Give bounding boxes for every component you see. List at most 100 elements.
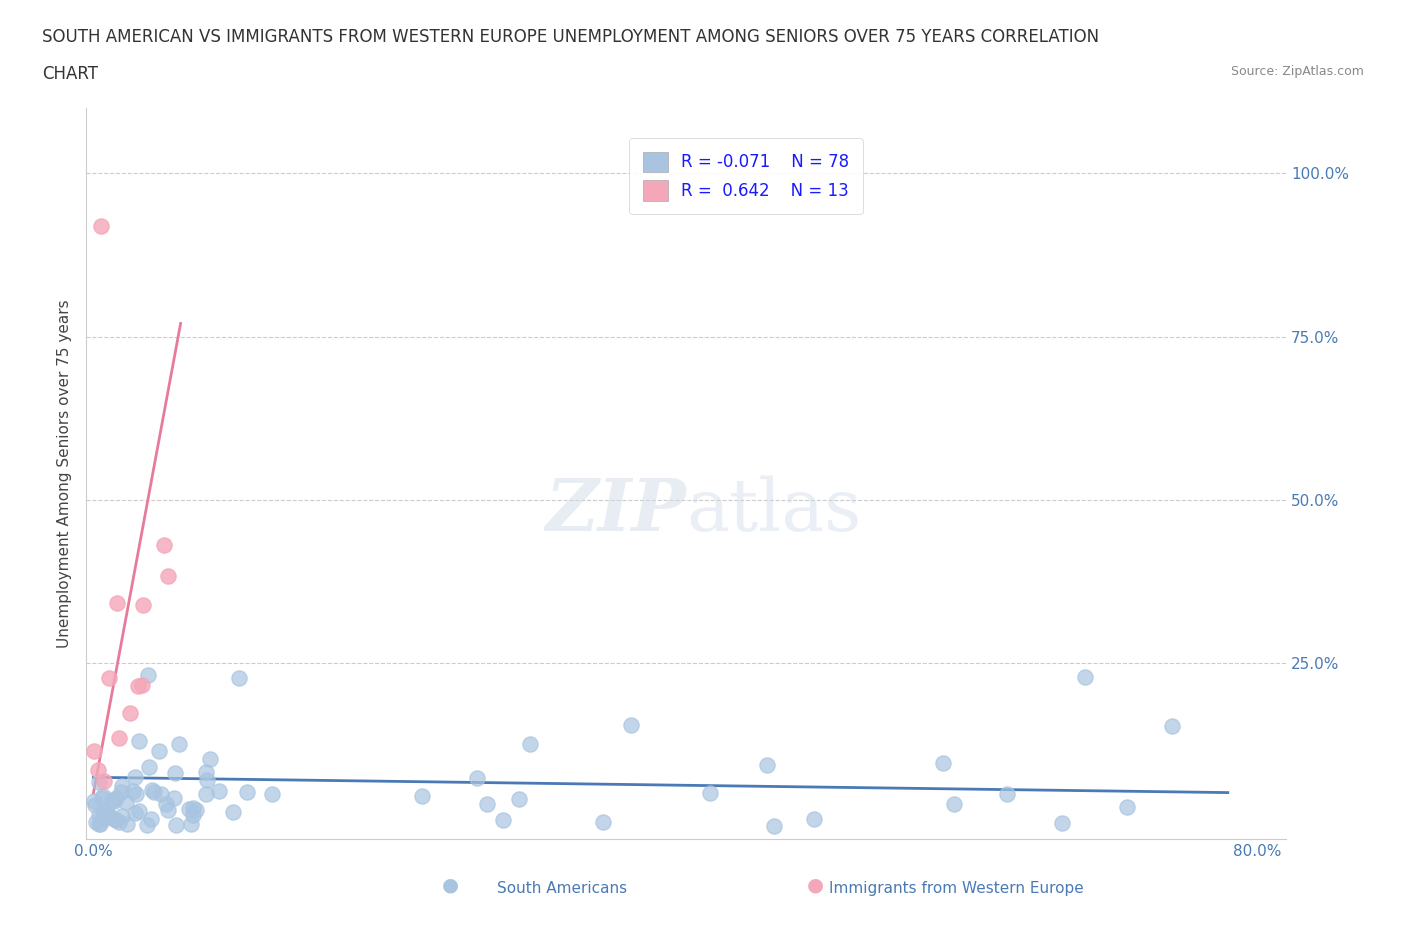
Point bbox=[195, 764, 218, 779]
Point bbox=[699, 786, 721, 801]
Point bbox=[96, 809, 118, 824]
Text: CHART: CHART bbox=[42, 65, 98, 83]
Point bbox=[87, 808, 110, 823]
Point bbox=[83, 744, 105, 759]
Point bbox=[103, 794, 125, 809]
Point bbox=[228, 671, 250, 685]
Point bbox=[181, 801, 204, 816]
Point bbox=[592, 815, 614, 830]
Point bbox=[221, 804, 243, 819]
Point bbox=[465, 770, 488, 785]
Point bbox=[492, 813, 515, 828]
Point bbox=[122, 783, 145, 798]
Text: ●: ● bbox=[441, 876, 458, 895]
Point bbox=[87, 775, 110, 790]
Y-axis label: Unemployment Among Seniors over 75 years: Unemployment Among Seniors over 75 years bbox=[58, 299, 72, 648]
Point bbox=[96, 804, 118, 819]
Point bbox=[89, 817, 111, 831]
Point bbox=[131, 677, 153, 692]
Point bbox=[93, 774, 115, 789]
Point bbox=[260, 786, 283, 801]
Point bbox=[127, 679, 149, 694]
Point bbox=[1116, 800, 1139, 815]
Point bbox=[108, 731, 131, 746]
Point bbox=[110, 785, 132, 800]
Point bbox=[128, 734, 150, 749]
Point bbox=[115, 794, 138, 809]
Text: SOUTH AMERICAN VS IMMIGRANTS FROM WESTERN EUROPE UNEMPLOYMENT AMONG SENIORS OVER: SOUTH AMERICAN VS IMMIGRANTS FROM WESTER… bbox=[42, 28, 1099, 46]
Point bbox=[755, 757, 778, 772]
Point bbox=[180, 817, 202, 831]
Point bbox=[207, 783, 229, 798]
Point bbox=[124, 805, 146, 820]
Point bbox=[139, 811, 162, 826]
Point bbox=[138, 668, 160, 683]
Point bbox=[111, 778, 134, 793]
Point bbox=[195, 773, 218, 788]
Point bbox=[93, 811, 115, 826]
Point bbox=[156, 803, 179, 817]
Point bbox=[93, 804, 115, 819]
Point bbox=[195, 787, 218, 802]
Point bbox=[103, 792, 125, 807]
Point bbox=[90, 219, 112, 233]
Text: ZIP: ZIP bbox=[546, 474, 686, 546]
Point bbox=[155, 796, 177, 811]
Point bbox=[519, 737, 541, 751]
Point bbox=[149, 787, 172, 802]
Point bbox=[508, 791, 530, 806]
Point bbox=[942, 797, 965, 812]
Point bbox=[153, 538, 176, 552]
Point bbox=[125, 787, 148, 802]
Point bbox=[620, 717, 643, 732]
Point bbox=[132, 597, 155, 612]
Point bbox=[107, 815, 129, 830]
Point bbox=[103, 812, 125, 827]
Point bbox=[167, 737, 190, 751]
Point bbox=[141, 782, 163, 797]
Point bbox=[763, 818, 786, 833]
Point bbox=[236, 785, 259, 800]
Point bbox=[1050, 815, 1073, 830]
Text: South Americans: South Americans bbox=[498, 881, 627, 896]
Point bbox=[124, 769, 146, 784]
Point bbox=[128, 804, 150, 818]
Point bbox=[184, 803, 207, 817]
Point bbox=[177, 802, 200, 817]
Point bbox=[117, 817, 139, 831]
Point bbox=[198, 751, 221, 766]
Point bbox=[183, 807, 205, 822]
Point bbox=[1074, 670, 1097, 684]
Text: atlas: atlas bbox=[686, 475, 862, 546]
Point bbox=[475, 796, 498, 811]
Point bbox=[148, 743, 170, 758]
Point bbox=[98, 671, 121, 686]
Point bbox=[135, 817, 157, 832]
Point bbox=[104, 790, 127, 805]
Point bbox=[97, 807, 120, 822]
Point bbox=[411, 789, 433, 804]
Point bbox=[165, 765, 187, 780]
Point bbox=[156, 568, 179, 583]
Point bbox=[163, 790, 186, 805]
Point bbox=[91, 790, 114, 805]
Point bbox=[84, 815, 107, 830]
Point bbox=[995, 786, 1018, 801]
Point bbox=[87, 817, 110, 831]
Text: ●: ● bbox=[807, 876, 824, 895]
Point bbox=[110, 809, 132, 824]
Point bbox=[83, 793, 105, 808]
Point bbox=[105, 595, 128, 610]
Point bbox=[87, 763, 110, 777]
Point bbox=[120, 706, 142, 721]
Point bbox=[932, 756, 955, 771]
Point bbox=[803, 812, 825, 827]
Point bbox=[138, 759, 160, 774]
Point bbox=[105, 813, 128, 828]
Legend: R = -0.071    N = 78, R =  0.642    N = 13: R = -0.071 N = 78, R = 0.642 N = 13 bbox=[630, 139, 862, 214]
Point bbox=[143, 784, 166, 799]
Point bbox=[1160, 719, 1182, 734]
Point bbox=[166, 817, 188, 832]
Text: Immigrants from Western Europe: Immigrants from Western Europe bbox=[828, 881, 1084, 896]
Text: Source: ZipAtlas.com: Source: ZipAtlas.com bbox=[1230, 65, 1364, 78]
